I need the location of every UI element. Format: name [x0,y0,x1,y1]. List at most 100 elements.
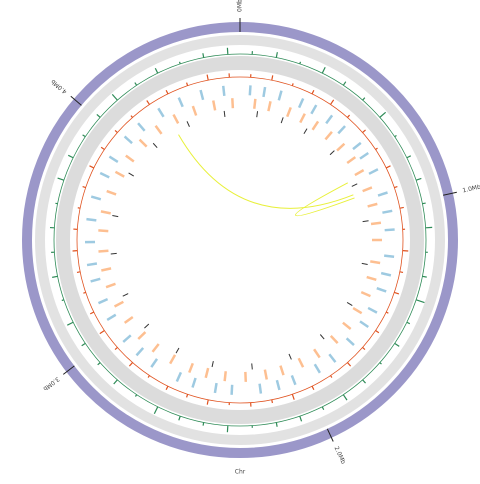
gene [280,366,283,376]
gene [378,193,388,196]
histogram-bar [363,130,366,133]
gene [98,230,108,231]
histogram-bar [416,300,424,303]
gene [352,184,357,187]
gene [360,321,368,327]
gene [187,121,189,126]
gene [201,90,204,100]
histogram-bar [135,395,136,397]
gene [86,219,96,220]
gene [377,288,386,291]
gene [232,385,233,395]
histogram-bar [407,156,411,158]
gene [106,284,115,287]
histogram-bar [394,187,397,188]
histogram-bar [343,395,347,400]
histogram-bar [98,363,100,365]
gene [107,191,116,194]
gene [213,101,215,111]
gene [193,378,196,388]
histogram-bar [58,178,64,180]
histogram-bar [180,62,181,64]
gene [311,105,316,114]
gene [281,117,283,123]
histogram-bar [312,386,314,390]
gene [125,136,132,143]
gene [343,323,351,329]
axis-label: Chr [235,469,246,476]
gene [382,211,392,213]
histogram-bar [300,62,301,64]
gene [331,336,338,343]
gene [115,302,124,307]
histogram-bar [203,53,204,57]
gene [385,230,395,231]
gene [232,98,233,108]
gene [173,115,178,124]
gene [140,140,147,147]
histogram-bar [394,292,399,294]
gene [224,111,225,117]
gene [156,126,162,134]
gene [189,363,193,372]
gene [337,144,344,151]
histogram-bar [179,416,180,420]
gene [279,91,282,101]
gene [252,363,253,369]
gene [347,302,352,305]
tick-label: 1.0Mb [462,184,480,195]
histogram-bar [380,363,382,364]
histogram-bar [203,422,204,425]
histogram-bar [166,386,168,390]
histogram-bar [276,422,277,426]
tick-label: 4.0Mb [50,78,69,95]
tick-label: 2.0Mb [333,445,347,465]
gene [265,370,267,380]
histogram-bar [90,166,94,168]
gene [381,273,391,275]
gene [315,364,320,373]
gene [254,99,255,109]
gene [292,375,296,384]
histogram-bar [363,347,365,349]
gene [300,114,305,123]
gene [289,354,291,360]
histogram-bar [376,148,378,149]
histogram-bar [77,272,80,273]
gene [109,157,117,162]
tick-label: 0Mb [237,0,244,12]
gene [313,121,318,129]
histogram-bar [67,322,73,325]
histogram-bar [62,300,64,301]
gene [326,115,332,123]
histogram-bar [68,155,73,157]
histogram-bar [272,400,273,403]
histogram-bar [422,276,426,277]
gene [91,197,101,200]
histogram-bar [131,116,133,118]
gene [215,383,217,393]
histogram-bar [376,331,379,333]
gene [277,380,280,390]
histogram-bar [82,343,86,345]
gene [299,358,303,367]
gene [355,170,364,175]
histogram-bar [166,90,168,94]
histogram-bar [115,347,117,349]
gene [136,348,143,355]
histogram-bar [292,83,293,85]
gene [304,129,307,134]
gene [320,335,324,340]
histogram-bar [115,130,117,132]
gene [347,338,354,345]
histogram-bar [386,312,388,313]
histogram-bar [300,416,302,421]
gene [325,132,331,140]
gene [111,253,117,254]
gene [223,86,224,96]
histogram-bar [154,407,157,414]
gene [138,123,145,131]
histogram-bar [276,52,277,57]
gene [362,263,368,264]
